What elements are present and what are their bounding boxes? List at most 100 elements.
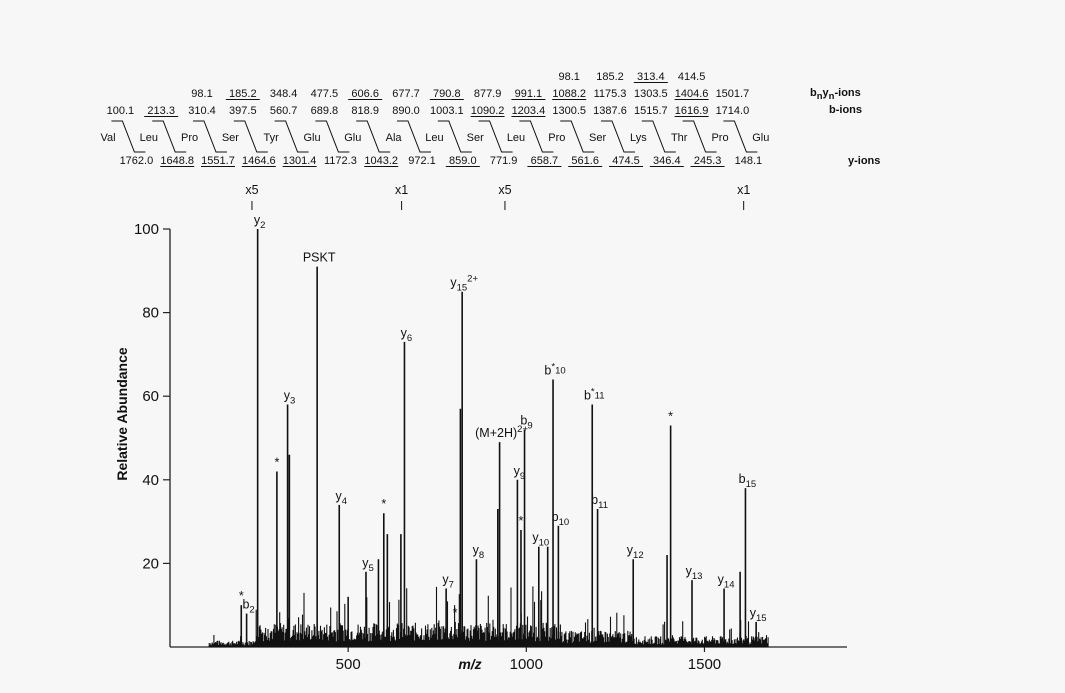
bnyn-ion-value: 185.2 bbox=[229, 88, 257, 100]
residue-5: Glu bbox=[303, 132, 320, 144]
peak-label-24: b9 bbox=[520, 414, 532, 432]
b-ion-value: 310.4 bbox=[188, 105, 216, 117]
y-ion-value: 1172.3 bbox=[324, 155, 357, 167]
bnyn-ion-value: 1404.6 bbox=[675, 88, 709, 100]
y-ion-value: 972.1 bbox=[408, 155, 436, 167]
residue-11: Pro bbox=[548, 132, 565, 144]
x-tick-label: 1500 bbox=[688, 656, 721, 673]
x-tick-label: 500 bbox=[336, 656, 361, 673]
b-ion-value: 397.5 bbox=[229, 105, 257, 117]
magnification-label-1: x1 bbox=[395, 183, 408, 197]
peak-label-35: y14 bbox=[718, 572, 735, 590]
bnyn-ion-value: 991.1 bbox=[515, 88, 543, 100]
peak-label-4: y3 bbox=[284, 389, 296, 407]
bnyn-ion-value: 98.1 bbox=[191, 88, 212, 100]
y-ion-value: 771.9 bbox=[490, 155, 518, 167]
y-ion-value: 245.3 bbox=[694, 155, 722, 167]
y-ion-value: 474.5 bbox=[612, 155, 640, 167]
peak-label-30: b11 bbox=[591, 493, 608, 511]
cleavage-mark-12 bbox=[601, 120, 635, 153]
residue-15: Pro bbox=[711, 132, 728, 144]
y-ion-value: 346.4 bbox=[653, 155, 681, 167]
y-ion-value: 658.7 bbox=[531, 155, 559, 167]
peak-label-21: (M+2H)2+ bbox=[475, 424, 528, 440]
y-ion-value: 1551.7 bbox=[201, 155, 235, 167]
x-tick-label: 1000 bbox=[510, 656, 543, 673]
magnification-label-2: x5 bbox=[498, 183, 511, 197]
b-ion-value: 1387.6 bbox=[593, 105, 627, 117]
cleavage-mark-8 bbox=[437, 120, 472, 153]
bnyn-ion-value: 1088.2 bbox=[552, 88, 586, 100]
cleavage-mark-7 bbox=[397, 120, 431, 153]
cleavage-mark-14 bbox=[682, 120, 717, 153]
peak-label-15: y7 bbox=[442, 572, 454, 590]
residue-10: Leu bbox=[507, 132, 525, 144]
cleavage-mark-4 bbox=[274, 120, 309, 153]
residue-14: Thr bbox=[671, 132, 688, 144]
baseline-noise bbox=[208, 586, 769, 647]
residue-16: Glu bbox=[752, 132, 769, 144]
residue-9: Ser bbox=[467, 132, 484, 144]
bnyn-ion-value: 677.7 bbox=[392, 88, 420, 100]
peak-label-25: y10 bbox=[532, 531, 549, 549]
peak-label-23: * bbox=[519, 514, 524, 528]
residue-1: Leu bbox=[140, 132, 158, 144]
magnification-label-3: x1 bbox=[737, 183, 750, 197]
magnification-markers: x5 x1 x5 x1 bbox=[245, 183, 750, 210]
peak-label-22: y9 bbox=[514, 464, 526, 482]
peaks: *b2y2*y3PSKTy4y5*y6y7*y152+y8(M+2H)2+y9*… bbox=[239, 213, 767, 647]
cleavage-mark-2 bbox=[193, 120, 227, 153]
y-tick-label: 60 bbox=[142, 388, 159, 405]
y-tick-label: 80 bbox=[142, 305, 159, 322]
cleavage-mark-0 bbox=[111, 120, 146, 153]
peak-label-2: y2 bbox=[254, 213, 266, 231]
residue-2: Pro bbox=[181, 132, 198, 144]
bnyn-upper-ion-value: 98.1 bbox=[558, 71, 579, 83]
peak-label-28: b10 bbox=[552, 510, 570, 528]
bnyn-ion-value: 877.9 bbox=[474, 88, 502, 100]
residue-8: Leu bbox=[425, 132, 443, 144]
b-ion-value: 1300.5 bbox=[552, 105, 586, 117]
bnyn-ion-value: 1303.5 bbox=[634, 88, 668, 100]
b-ion-value: 689.8 bbox=[311, 105, 339, 117]
peak-label-0: * bbox=[239, 589, 244, 603]
bnyn-upper-ion-value: 185.2 bbox=[596, 71, 624, 83]
bnyn-ion-value: 790.8 bbox=[433, 88, 461, 100]
magnification-label-0: x5 bbox=[245, 183, 258, 197]
fragmentation-ladder: bnyn-ions b-ions y-ions Val Leu Pro Ser Tyr G… bbox=[100, 71, 880, 167]
y-tick-label: 40 bbox=[142, 472, 159, 489]
y-ion-value: 1043.2 bbox=[364, 155, 398, 167]
b-ion-value: 1003.1 bbox=[430, 105, 464, 117]
bnyn-ion-value: 606.6 bbox=[351, 88, 379, 100]
cleavage-mark-6 bbox=[356, 120, 391, 153]
peak-label-33: * bbox=[668, 409, 673, 423]
residue-6: Glu bbox=[344, 132, 361, 144]
cleavage-mark-10 bbox=[519, 120, 554, 153]
bnyn-upper-ion-value: 414.5 bbox=[678, 71, 706, 83]
bnyn-ion-value: 477.5 bbox=[311, 88, 339, 100]
y-ions-label: y-ions bbox=[848, 155, 880, 167]
b-ions-label: b-ions bbox=[829, 104, 862, 116]
y-tick-label: 100 bbox=[134, 221, 159, 238]
residue-3: Ser bbox=[222, 132, 239, 144]
noise-trace bbox=[208, 586, 769, 647]
b-ion-value: 1515.7 bbox=[634, 105, 668, 117]
x-axis-label: m/z bbox=[458, 656, 481, 672]
b-ion-value: 890.0 bbox=[392, 105, 420, 117]
peak-label-7: y4 bbox=[335, 489, 347, 507]
y-ion-value: 859.0 bbox=[449, 155, 477, 167]
y-axis-label: Relative Abundance bbox=[114, 347, 130, 481]
peak-label-34: y13 bbox=[686, 564, 703, 582]
cleavage-mark-9 bbox=[478, 120, 513, 153]
cleavage-mark-13 bbox=[641, 120, 676, 153]
peak-label-9: y5 bbox=[362, 556, 374, 574]
peak-label-31: y12 bbox=[627, 543, 644, 561]
cleavage-mark-1 bbox=[152, 120, 187, 153]
peak-label-38: y15 bbox=[750, 606, 767, 624]
axes: Relative Abundance m/z bbox=[114, 229, 847, 672]
cleavage-mark-15 bbox=[723, 120, 758, 153]
b-ion-value: 1714.0 bbox=[716, 105, 750, 117]
residue-13: Lys bbox=[630, 132, 647, 144]
y-tick-label: 20 bbox=[142, 555, 159, 572]
